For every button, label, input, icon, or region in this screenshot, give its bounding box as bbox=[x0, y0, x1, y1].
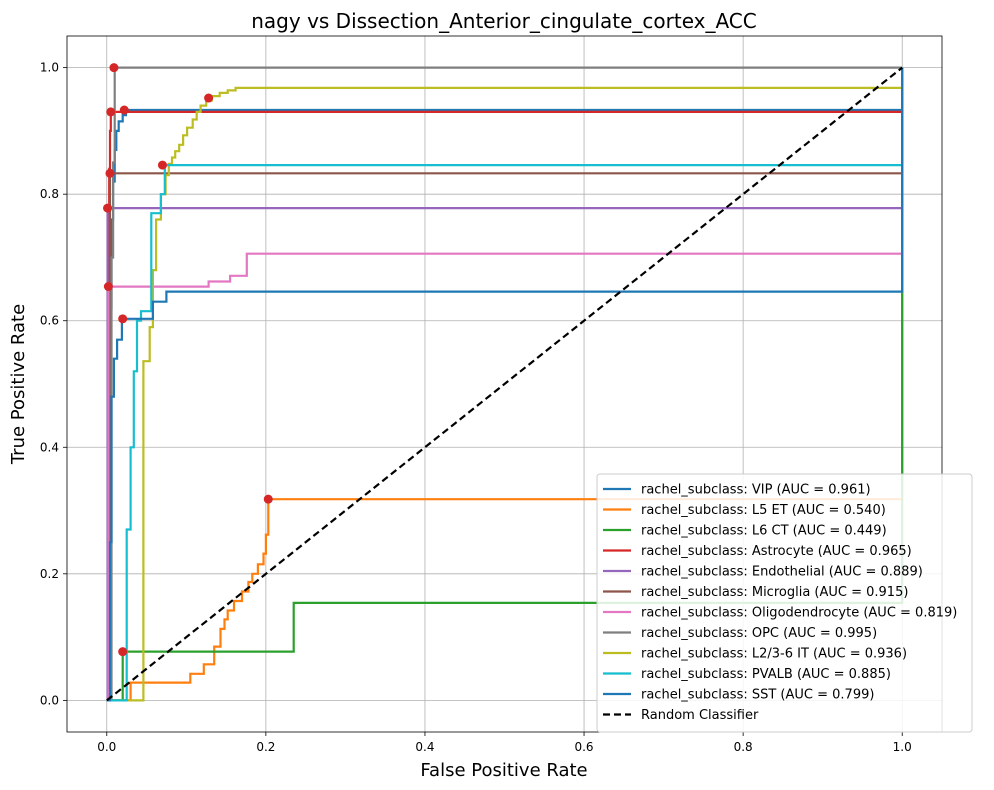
x-tick-label: 0.0 bbox=[97, 740, 116, 754]
random-classifier-line bbox=[106, 66, 903, 702]
legend-entry: rachel_subclass: Oligodendrocyte (AUC = … bbox=[641, 606, 957, 621]
legend-entry: rachel_subclass: VIP (AUC = 0.961) bbox=[641, 483, 871, 498]
legend-box bbox=[596, 473, 973, 733]
legend-entry: rachel_subclass: L2/3-6 IT (AUC = 0.936) bbox=[641, 647, 907, 662]
legend-entry: rachel_subclass: L6 CT (AUC = 0.449) bbox=[641, 524, 887, 539]
threshold-point bbox=[106, 107, 116, 117]
threshold-point bbox=[118, 314, 128, 324]
roc-curve-line bbox=[106, 67, 904, 702]
threshold-point bbox=[109, 63, 119, 73]
threshold-point bbox=[118, 647, 128, 657]
x-tick-label: 0.2 bbox=[256, 740, 275, 754]
legend-entry: rachel_subclass: L5 ET (AUC = 0.540) bbox=[641, 503, 886, 518]
y-axis-label: True Positive Rate bbox=[8, 304, 29, 465]
roc-curve-line bbox=[106, 66, 903, 702]
roc-curve-line bbox=[106, 67, 904, 702]
chart-title: nagy vs Dissection_Anterior_cingulate_co… bbox=[251, 9, 757, 33]
threshold-point bbox=[103, 282, 113, 292]
y-tick-label: 0.8 bbox=[40, 187, 59, 201]
y-tick-label: 0.4 bbox=[40, 440, 59, 454]
x-tick-label: 0.8 bbox=[734, 740, 753, 754]
axis-ticks: 0.0 0.2 0.4 0.6 0.8 1.0 0.0 0.2 0.4 0.6 0.8 1.0 bbox=[40, 61, 912, 754]
x-axis-label: False Positive Rate bbox=[420, 760, 587, 781]
threshold-markers bbox=[103, 63, 273, 657]
x-tick-label: 0.4 bbox=[415, 740, 434, 754]
threshold-point bbox=[263, 494, 273, 504]
threshold-point bbox=[105, 168, 115, 178]
x-tick-label: 0.6 bbox=[574, 740, 593, 754]
threshold-point bbox=[119, 105, 129, 115]
legend-entry: rachel_subclass: Endothelial (AUC = 0.88… bbox=[641, 565, 923, 580]
legend-entry: Random Classifier bbox=[641, 708, 759, 723]
plot-frame bbox=[66, 35, 943, 733]
legend-entry: rachel_subclass: SST (AUC = 0.799) bbox=[641, 688, 874, 703]
threshold-point bbox=[103, 203, 113, 213]
y-tick-label: 0.2 bbox=[40, 567, 59, 581]
legend-entry: rachel_subclass: Microglia (AUC = 0.915) bbox=[641, 585, 908, 600]
threshold-point bbox=[204, 93, 214, 103]
roc-curve-line bbox=[106, 67, 904, 702]
x-tick-label: 1.0 bbox=[893, 740, 912, 754]
legend-entry: rachel_subclass: Astrocyte (AUC = 0.965) bbox=[641, 544, 912, 559]
y-tick-label: 1.0 bbox=[40, 61, 59, 75]
threshold-point bbox=[157, 160, 167, 170]
roc-curve-line bbox=[106, 67, 904, 702]
y-tick-label: 0.0 bbox=[40, 693, 59, 707]
legend: rachel_subclass: VIP (AUC = 0.961) rachel… bbox=[596, 473, 973, 733]
legend-entry: rachel_subclass: OPC (AUC = 0.995) bbox=[641, 626, 877, 641]
y-tick-label: 0.6 bbox=[40, 314, 59, 328]
roc-curve-line bbox=[106, 67, 904, 702]
legend-entry: rachel_subclass: PVALB (AUC = 0.885) bbox=[641, 667, 891, 682]
